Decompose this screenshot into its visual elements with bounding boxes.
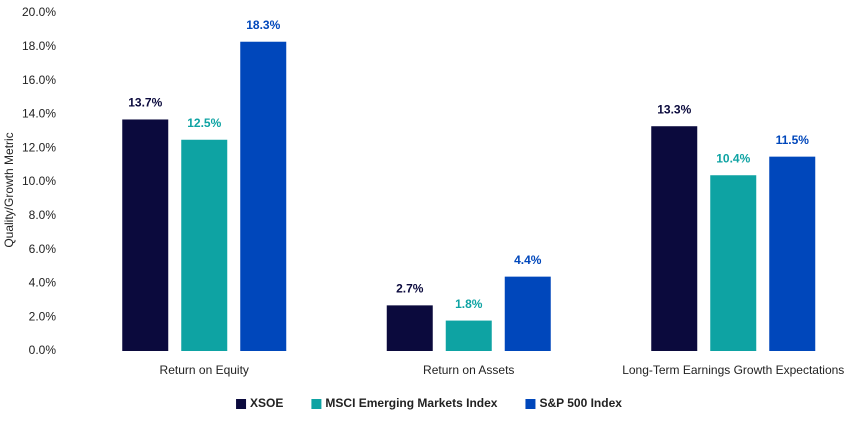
legend-label: MSCI Emerging Markets Index [325,396,497,410]
y-tick-label: 2.0% [29,309,57,323]
y-tick-label: 16.0% [22,73,56,87]
y-tick-label: 0.0% [29,343,57,357]
legend-swatch [311,399,322,409]
bar [240,41,287,351]
y-tick-label: 18.0% [22,39,56,53]
value-label: 2.7% [396,282,424,296]
y-tick-label: 4.0% [29,276,57,290]
value-label: 4.4% [514,253,542,267]
value-label: 13.3% [657,102,691,116]
value-label: 13.7% [128,96,162,110]
x-tick-label: Return on Assets [423,363,514,377]
bar [122,119,169,351]
bar [651,126,698,351]
y-tick-label: 14.0% [22,107,56,121]
x-tick-label: Long-Term Earnings Growth Expectations [622,363,844,377]
y-tick-label: 8.0% [29,208,57,222]
bar [710,175,757,351]
bar [445,320,492,351]
y-axis-label: Quality/Growth Metric [2,132,16,247]
y-tick-label: 6.0% [29,242,57,256]
legend-swatch [525,399,536,409]
bar [386,305,433,351]
legend-label: XSOE [250,396,283,410]
bar [769,156,816,351]
bar [504,276,551,351]
value-label: 1.8% [455,297,483,311]
y-tick-label: 12.0% [22,140,56,154]
value-label: 12.5% [187,116,221,130]
value-label: 11.5% [776,133,810,147]
y-tick-label: 10.0% [22,174,56,188]
legend-label: S&P 500 Index [539,396,622,410]
value-label: 10.4% [716,151,750,165]
y-tick-label: 20.0% [22,5,56,19]
bar [181,139,228,351]
x-tick-label: Return on Equity [160,363,249,377]
value-label: 18.3% [246,18,280,32]
legend-swatch [236,399,247,409]
